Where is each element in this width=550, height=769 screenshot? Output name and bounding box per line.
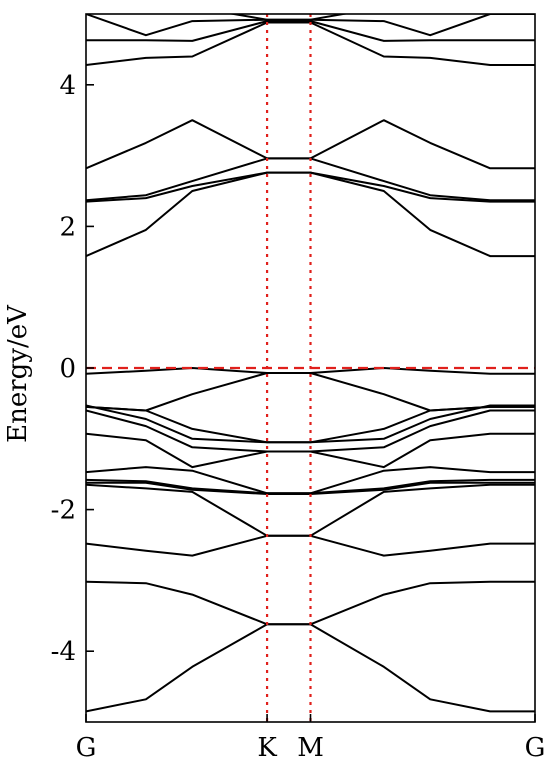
band-line-18 [86, 21, 535, 66]
y-tick-label: -4 [51, 637, 76, 667]
band-line-9 [86, 409, 535, 453]
y-tick-label: -2 [51, 496, 76, 526]
y-axis-label: Energy/eV [3, 304, 33, 443]
x-tick-label-g: G [525, 733, 546, 763]
bands-layer [86, 14, 535, 713]
x-tick-label-m: M [297, 733, 324, 763]
y-axis: -4 -2 0 2 4 [51, 71, 94, 667]
reference-lines-layer [86, 14, 535, 722]
band-line-19 [86, 20, 535, 42]
band-line-1 [86, 623, 535, 713]
band-line-13 [86, 367, 535, 375]
x-tick-label-g: G [76, 733, 97, 763]
x-tick-label-k: K [257, 733, 277, 763]
band-line-16 [86, 157, 535, 202]
band-line-2 [86, 580, 535, 626]
band-line-7 [86, 466, 535, 495]
y-tick-label: 4 [59, 71, 76, 101]
y-tick-label: 2 [59, 212, 76, 242]
band-line-15 [86, 171, 535, 203]
band-line-21 [227, 14, 349, 21]
y-tick-label: 0 [59, 354, 76, 384]
